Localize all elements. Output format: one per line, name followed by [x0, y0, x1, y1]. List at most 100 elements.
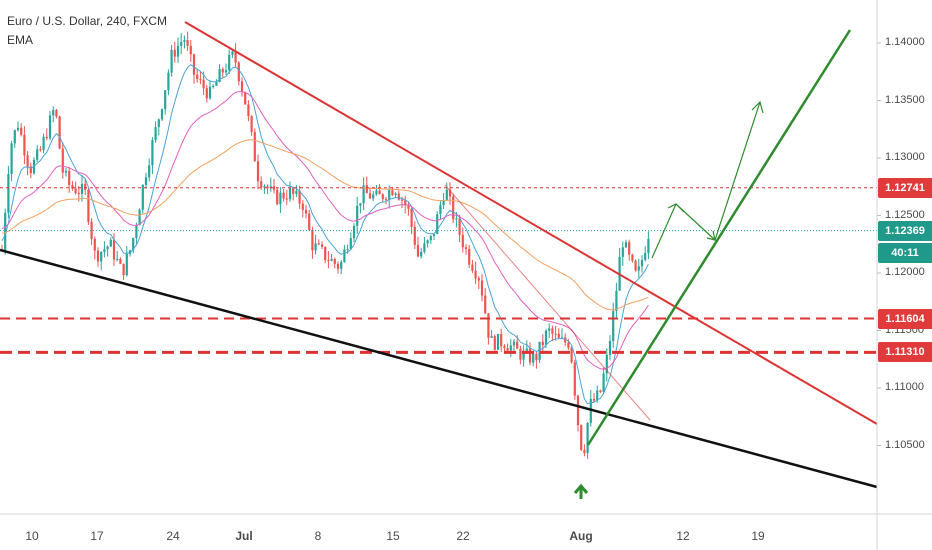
candle-body: [170, 49, 173, 73]
candle-body: [567, 342, 570, 348]
candle-body: [317, 243, 320, 245]
candle-body: [608, 341, 612, 355]
candle-body: [58, 116, 61, 149]
price-tick-label: 1.12500: [885, 208, 925, 221]
candle-body: [640, 260, 644, 267]
candle-body: [90, 221, 93, 239]
support-trend-line: [0, 248, 878, 489]
candle-body: [480, 280, 484, 296]
candle-body: [391, 190, 394, 196]
candle-body: [378, 190, 381, 195]
candle-body: [20, 127, 23, 135]
candle-body: [192, 54, 196, 75]
candle-body: [23, 134, 26, 156]
candle-body: [100, 251, 103, 262]
candle-body: [237, 62, 240, 82]
time-tick-label: 12: [676, 529, 690, 543]
candle-body: [231, 51, 234, 55]
candle-body: [45, 136, 48, 139]
candle-body: [228, 54, 231, 71]
candle-body: [208, 86, 212, 99]
candle-body: [525, 348, 528, 351]
ema-mid-line: [1, 91, 649, 370]
candle-body: [256, 161, 260, 182]
candle-body: [500, 333, 503, 347]
candle-body: [68, 170, 71, 186]
candle-body: [327, 260, 330, 262]
candle-body: [42, 136, 45, 151]
candle-body: [308, 213, 311, 230]
projection-path: [651, 101, 761, 259]
candle-body: [109, 239, 112, 247]
candle-body: [138, 209, 141, 226]
candle-body: [432, 234, 436, 236]
candle-body: [157, 119, 160, 128]
candle-body: [426, 240, 429, 244]
candle-body: [186, 40, 189, 46]
candle-body: [413, 226, 416, 245]
candle-body: [93, 238, 96, 251]
candle-body: [212, 85, 215, 87]
ema-slow-line: [1, 139, 649, 311]
time-tick-label: Aug: [569, 529, 593, 543]
candle-body: [7, 173, 10, 213]
candle-body: [199, 79, 202, 81]
candle-body: [624, 242, 628, 248]
candle-body: [452, 196, 455, 220]
candle-body: [266, 186, 269, 189]
candle-body: [77, 193, 80, 195]
candle-body: [615, 290, 618, 312]
candle-body: [586, 422, 589, 454]
candle-body: [253, 132, 256, 162]
candle-body: [397, 193, 400, 200]
candle-body: [176, 45, 180, 57]
candle-body: [429, 235, 432, 241]
candle-body: [282, 192, 285, 199]
time-tick-label: Jul: [235, 529, 253, 543]
candle-body: [564, 337, 567, 343]
candle-body: [330, 258, 333, 261]
current-price-badge: 1.12369: [878, 220, 932, 241]
candle-body: [119, 258, 122, 264]
time-tick-label: 22: [456, 529, 470, 543]
candle-body: [279, 192, 282, 205]
time-tick-label: 24: [166, 529, 180, 543]
candle-body: [285, 198, 288, 200]
candle-body: [365, 185, 368, 194]
candle-body: [583, 449, 586, 454]
candle-body: [503, 346, 506, 349]
candle-body: [263, 186, 266, 188]
candle-body: [52, 110, 55, 116]
candle-body: [644, 252, 647, 261]
candle-body: [173, 49, 176, 57]
candle-body: [519, 348, 522, 360]
candle-body: [375, 190, 378, 195]
candle-body: [493, 336, 496, 350]
candle-body: [343, 249, 346, 262]
candle-body: [244, 91, 247, 105]
uptrend-line: [586, 29, 852, 446]
candle-body: [135, 225, 138, 239]
candle-body: [474, 270, 477, 279]
candle-body: [621, 247, 624, 257]
candle-body: [544, 330, 548, 345]
candle-body: [477, 278, 480, 281]
candle-body: [234, 51, 237, 63]
symbol-title[interactable]: Euro / U.S. Dollar, 240, FXCM: [7, 14, 168, 28]
candle-body: [154, 127, 157, 141]
candle-body: [160, 109, 164, 120]
candle-body: [311, 229, 314, 251]
candle-body: [592, 398, 596, 401]
candle-body: [599, 390, 602, 393]
candle-body: [196, 74, 199, 80]
candle-body: [570, 347, 573, 363]
candle-body: [372, 194, 375, 199]
candle-body: [512, 341, 516, 346]
candle-body: [490, 336, 493, 338]
candle-body: [74, 188, 77, 194]
indicator-label[interactable]: EMA: [7, 33, 34, 47]
candle-body: [4, 212, 7, 251]
candle-body: [436, 214, 439, 235]
candle-body: [349, 238, 352, 250]
